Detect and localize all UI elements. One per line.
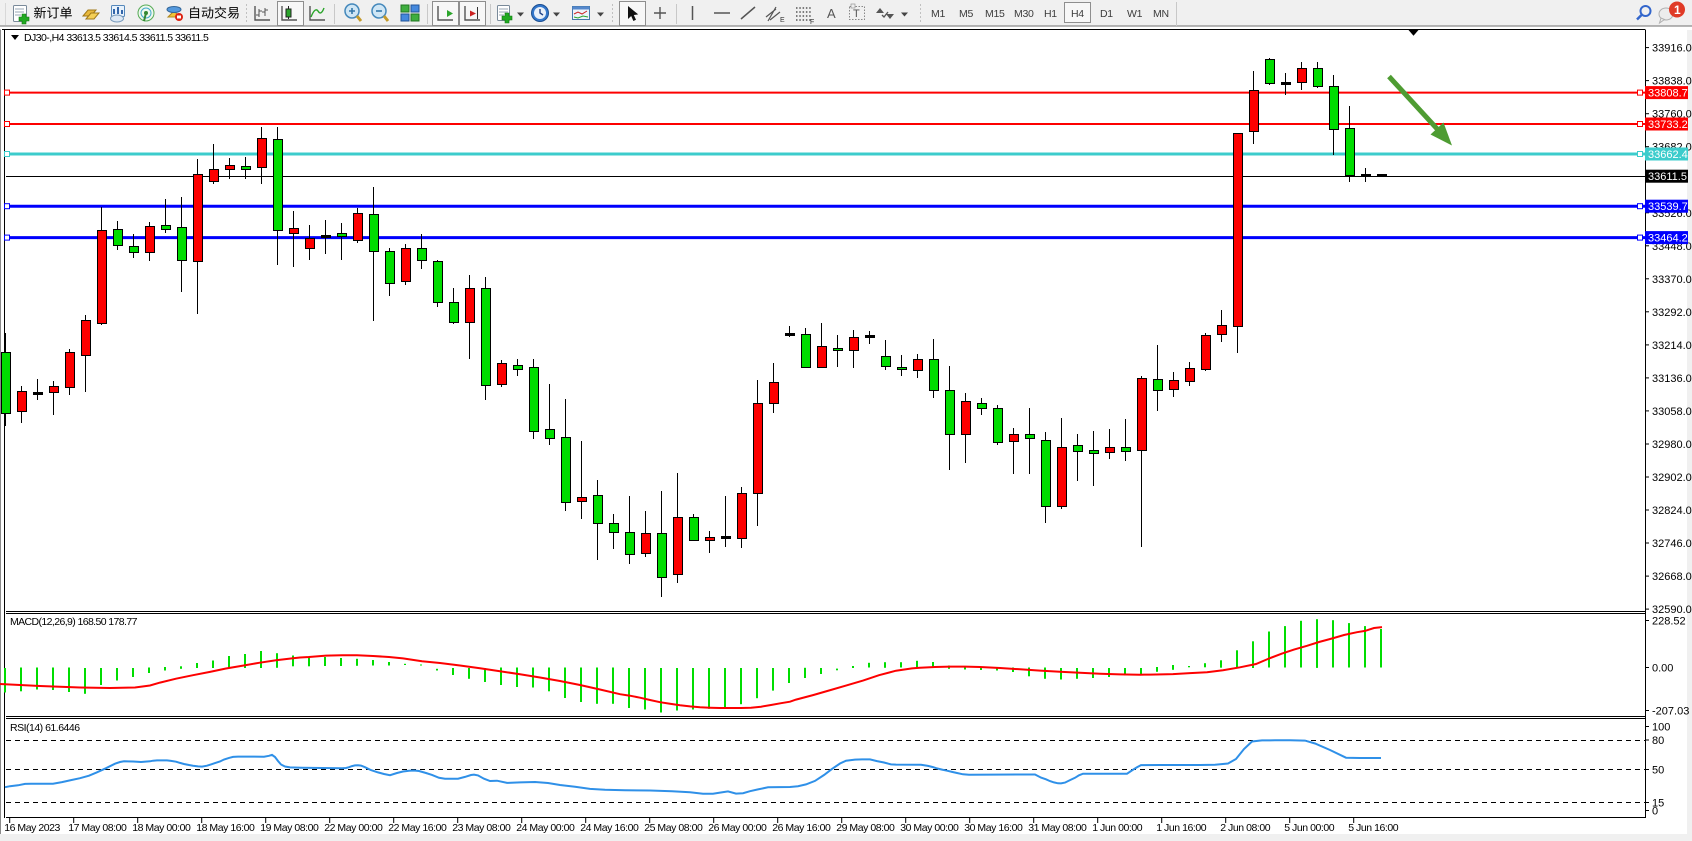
svg-text:M1: M1 (931, 8, 945, 20)
svg-text:M15: M15 (985, 8, 1005, 20)
svg-text:32590.0: 32590.0 (1652, 604, 1692, 616)
svg-text:17 May 08:00: 17 May 08:00 (68, 822, 127, 834)
svg-text:MACD(12,26,9) 168.50 178.77: MACD(12,26,9) 168.50 178.77 (10, 616, 138, 628)
svg-text:D1: D1 (1100, 8, 1113, 20)
svg-text:24 May 16:00: 24 May 16:00 (580, 822, 639, 834)
svg-text:1: 1 (1674, 3, 1681, 17)
svg-text:228.52: 228.52 (1652, 616, 1686, 628)
svg-text:22 May 16:00: 22 May 16:00 (388, 822, 447, 834)
svg-text:30 May 00:00: 30 May 00:00 (900, 822, 959, 834)
svg-text:33136.0: 33136.0 (1652, 373, 1692, 385)
svg-text:33214.0: 33214.0 (1652, 340, 1692, 352)
svg-text:M5: M5 (959, 8, 973, 20)
svg-text:22 May 00:00: 22 May 00:00 (324, 822, 383, 834)
svg-text:31 May 08:00: 31 May 08:00 (1028, 822, 1087, 834)
svg-text:26 May 00:00: 26 May 00:00 (708, 822, 767, 834)
svg-text:80: 80 (1652, 735, 1664, 747)
svg-text:32980.0: 32980.0 (1652, 439, 1692, 451)
svg-text:RSI(14) 61.6446: RSI(14) 61.6446 (10, 722, 80, 734)
svg-text:MN: MN (1153, 8, 1169, 20)
svg-text:29 May 08:00: 29 May 08:00 (836, 822, 895, 834)
svg-text:H1: H1 (1044, 8, 1057, 20)
svg-text:5 Jun 00:00: 5 Jun 00:00 (1284, 822, 1335, 834)
svg-text:F: F (810, 19, 814, 26)
svg-text:33916.0: 33916.0 (1652, 43, 1692, 55)
svg-text:0: 0 (1652, 806, 1658, 818)
svg-text:0.00: 0.00 (1652, 663, 1673, 675)
svg-text:33464.2: 33464.2 (1648, 233, 1688, 245)
svg-text:1 Jun 00:00: 1 Jun 00:00 (1092, 822, 1143, 834)
svg-text:W1: W1 (1127, 8, 1143, 20)
svg-text:26 May 16:00: 26 May 16:00 (772, 822, 831, 834)
svg-text:33808.7: 33808.7 (1648, 88, 1688, 100)
svg-text:33058.0: 33058.0 (1652, 406, 1692, 418)
svg-text:18 May 16:00: 18 May 16:00 (196, 822, 255, 834)
svg-text:2 Jun 08:00: 2 Jun 08:00 (1220, 822, 1271, 834)
svg-text:T: T (853, 8, 860, 20)
svg-text:16 May 2023: 16 May 2023 (4, 822, 60, 834)
svg-text:H4: H4 (1071, 8, 1084, 20)
svg-text:23 May 08:00: 23 May 08:00 (452, 822, 511, 834)
svg-text:50: 50 (1652, 765, 1664, 777)
svg-text:32824.0: 32824.0 (1652, 505, 1692, 517)
svg-text:DJ30-,H4 33613.5 33614.5 3361: DJ30-,H4 33613.5 33614.5 33611.5 33611.5 (24, 32, 209, 44)
svg-text:E: E (780, 17, 785, 24)
svg-text:33611.5: 33611.5 (1648, 171, 1687, 183)
svg-text:32746.0: 32746.0 (1652, 538, 1692, 550)
svg-text:19 May 08:00: 19 May 08:00 (260, 822, 319, 834)
svg-text:100: 100 (1652, 722, 1670, 734)
svg-text:-207.03: -207.03 (1652, 706, 1689, 718)
svg-text:33370.0: 33370.0 (1652, 274, 1692, 286)
svg-text:32668.0: 32668.0 (1652, 571, 1692, 583)
svg-text:5 Jun 16:00: 5 Jun 16:00 (1348, 822, 1399, 834)
svg-text:30 May 16:00: 30 May 16:00 (964, 822, 1023, 834)
svg-text:33539.7: 33539.7 (1648, 201, 1688, 213)
svg-text:33733.2: 33733.2 (1648, 119, 1688, 131)
svg-text:33292.0: 33292.0 (1652, 307, 1692, 319)
svg-text:M30: M30 (1014, 8, 1034, 20)
svg-text:A: A (827, 6, 836, 21)
svg-text:24 May 00:00: 24 May 00:00 (516, 822, 575, 834)
svg-text:25 May 08:00: 25 May 08:00 (644, 822, 703, 834)
svg-text:18 May 00:00: 18 May 00:00 (132, 822, 191, 834)
svg-text:1 Jun 16:00: 1 Jun 16:00 (1156, 822, 1207, 834)
svg-text:15: 15 (1652, 798, 1664, 810)
svg-text:33838.0: 33838.0 (1652, 76, 1692, 88)
svg-text:32902.0: 32902.0 (1652, 472, 1692, 484)
svg-text:33662.4: 33662.4 (1648, 149, 1688, 161)
